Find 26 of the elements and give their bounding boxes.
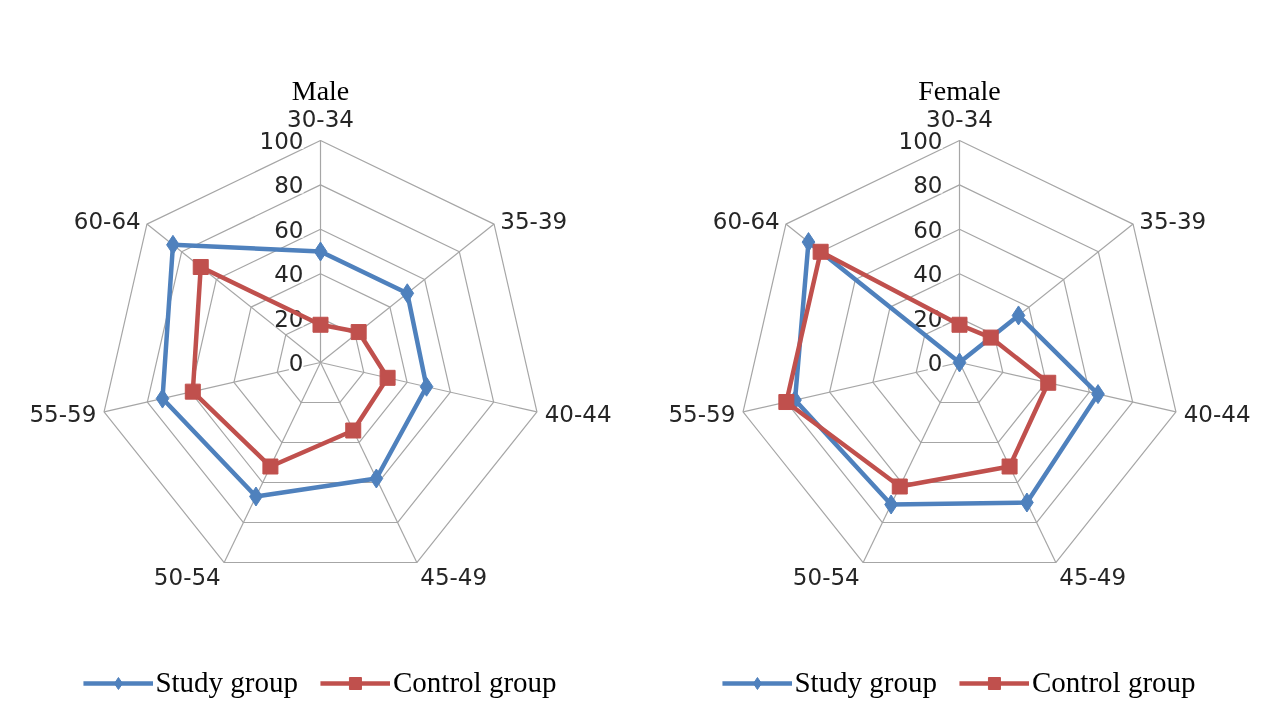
chart-title: Male <box>291 75 350 106</box>
spoke-label: 50-54 <box>792 563 860 590</box>
chart-title: Female <box>918 75 1001 106</box>
spoke-label: 40-44 <box>1183 400 1251 427</box>
spoke-label: 50-54 <box>153 563 221 590</box>
y-tick-label: 60 <box>913 216 943 243</box>
y-tick-label: 80 <box>913 172 943 199</box>
y-tick-label: 40 <box>913 261 943 288</box>
y-tick-label: 0 <box>288 350 304 376</box>
y-tick-label: 60 <box>274 216 304 243</box>
y-tick-label: 0 <box>927 350 943 376</box>
spoke-label: 45-49 <box>1059 563 1127 590</box>
y-tick-label: 80 <box>274 172 304 199</box>
legend-label: Study group <box>794 666 938 699</box>
spoke-label: 45-49 <box>420 563 488 590</box>
legend-label: Control group <box>393 666 557 699</box>
spoke-label: 40-44 <box>544 400 612 427</box>
spoke-label: 55-59 <box>668 400 736 427</box>
spoke-label: 35-39 <box>500 207 568 234</box>
spoke-label: 35-39 <box>1139 207 1207 234</box>
spoke-label: 55-59 <box>29 400 97 427</box>
spoke-label: 60-64 <box>712 207 780 234</box>
y-tick-label: 40 <box>274 261 304 288</box>
legend-label: Study group <box>155 666 299 699</box>
legend-label: Control group <box>1032 666 1196 699</box>
spoke-label: 60-64 <box>73 207 141 234</box>
